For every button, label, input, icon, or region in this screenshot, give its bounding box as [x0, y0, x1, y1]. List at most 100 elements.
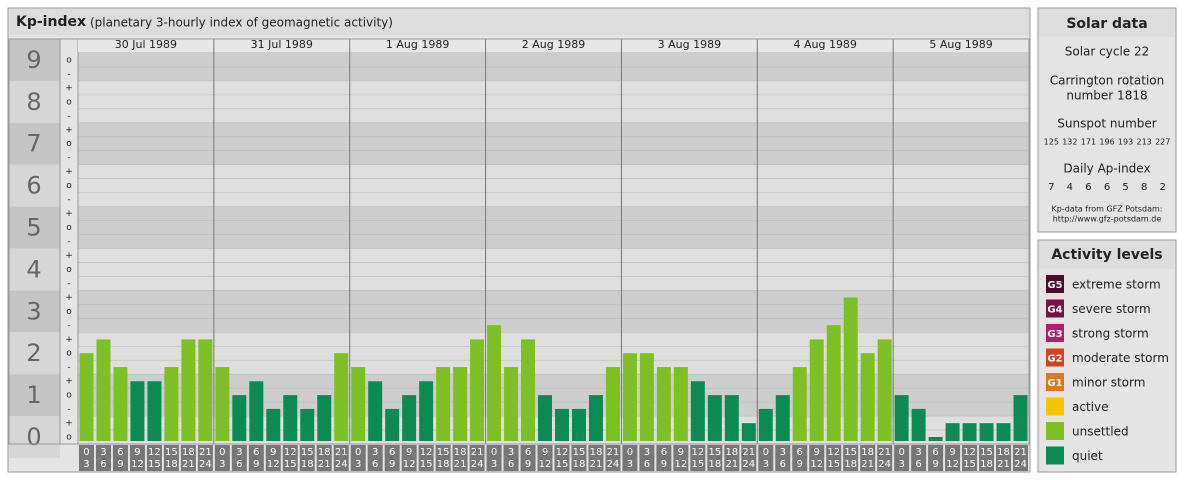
hour-box: [554, 445, 570, 471]
bar: [962, 423, 977, 441]
hour-label: 6: [372, 459, 378, 470]
legend-label: extreme storm: [1072, 278, 1161, 292]
hour-label: 21: [607, 447, 620, 458]
source: Kp-data from GFZ Potsdam:: [1052, 205, 1163, 214]
ap-value: 6: [1104, 182, 1110, 193]
sunspot-value: 213: [1137, 138, 1152, 147]
hour-label: 9: [542, 447, 548, 458]
chart-title: Kp-index: [16, 14, 86, 30]
hour-box: [571, 445, 587, 471]
minor-tick-label: +: [65, 125, 73, 135]
legend-swatch: [1046, 324, 1064, 342]
hour-label: 9: [949, 447, 955, 458]
hour-box: [520, 445, 536, 471]
bar: [843, 297, 858, 441]
legend-code: G2: [1047, 354, 1062, 365]
hour-label: 12: [810, 459, 823, 470]
hour-box: [605, 445, 621, 471]
hour-label: 9: [525, 459, 531, 470]
hour-label: 6: [253, 447, 259, 458]
bar: [266, 408, 281, 441]
day-label: 30 Jul 1989: [115, 38, 177, 51]
hour-label: 6: [780, 459, 786, 470]
hour-label: 9: [253, 459, 259, 470]
hour-label: 21: [335, 447, 348, 458]
y-tick-label: 4: [26, 255, 41, 283]
hour-box: [639, 445, 655, 471]
minor-tick-label: -: [67, 111, 70, 121]
bar: [1013, 395, 1028, 441]
bar: [130, 381, 145, 441]
hour-box: [1013, 445, 1028, 471]
hour-label: 3: [627, 459, 633, 470]
hour-label: 24: [471, 459, 484, 470]
ap-value: 7: [1048, 182, 1054, 193]
ap-value: 5: [1122, 182, 1128, 193]
hour-box: [945, 445, 961, 471]
bar: [741, 423, 756, 441]
hour-label: 18: [573, 459, 586, 470]
solar-title-bar: [1039, 9, 1175, 37]
hour-box: [741, 445, 757, 471]
bar: [453, 367, 468, 441]
hour-box: [758, 445, 774, 471]
bar: [928, 437, 943, 441]
hour-box: [163, 445, 179, 471]
minor-tick-label: +: [65, 251, 73, 261]
hour-box: [894, 445, 910, 471]
hour-label: 3: [915, 447, 921, 458]
date-band: [621, 39, 758, 52]
hour-label: 0: [83, 447, 89, 458]
legend-code: G4: [1047, 305, 1062, 316]
sunspot-value: 227: [1155, 138, 1170, 147]
hour-box: [231, 445, 247, 471]
hour-label: 18: [437, 459, 450, 470]
sunspot-title: Sunspot number: [1057, 117, 1156, 131]
hour-label: 15: [573, 447, 586, 458]
bar: [521, 339, 536, 441]
bar: [588, 395, 603, 441]
hour-label: 15: [963, 459, 976, 470]
hour-box: [826, 445, 842, 471]
minor-tick-label: o: [66, 181, 72, 191]
hour-label: 3: [83, 459, 89, 470]
hour-box: [299, 445, 315, 471]
bar: [402, 395, 417, 441]
hour-box: [469, 445, 485, 471]
date-band: [78, 39, 214, 52]
hour-label: 18: [165, 459, 178, 470]
hour-label: 9: [661, 459, 667, 470]
date-band: [485, 39, 622, 52]
hour-label: 12: [539, 459, 552, 470]
bar: [894, 395, 909, 441]
chart-subtitle: (planetary 3-hourly index of geomagnetic…: [90, 16, 393, 30]
hour-box: [486, 445, 502, 471]
hour-box: [367, 445, 383, 471]
hour-label: 6: [389, 447, 395, 458]
label-band: [9, 80, 60, 123]
hour-box: [707, 445, 723, 471]
ap-title: Daily Ap-index: [1063, 162, 1150, 176]
minor-tick-label: +: [65, 83, 73, 93]
minor-tick-label: -: [67, 405, 70, 415]
bar: [605, 367, 620, 441]
plot-band: [78, 290, 1029, 333]
hour-box: [180, 445, 196, 471]
hour-label: 21: [997, 459, 1010, 470]
hour-label: 18: [997, 447, 1010, 458]
hour-label: 3: [780, 447, 786, 458]
hour-label: 3: [219, 459, 225, 470]
hour-box: [724, 445, 740, 471]
hour-box: [843, 445, 859, 471]
hour-box: [112, 445, 128, 471]
hour-label: 6: [525, 447, 531, 458]
label-band: [9, 290, 60, 333]
hour-label: 18: [844, 459, 857, 470]
y-tick-label: 7: [26, 130, 41, 158]
label-band: [9, 248, 60, 291]
sunspot-value: 193: [1118, 138, 1133, 147]
legend-swatch: [1046, 373, 1064, 391]
hour-label: 24: [742, 459, 755, 470]
y-tick-label: 0: [26, 423, 41, 451]
hour-label: 15: [148, 459, 161, 470]
